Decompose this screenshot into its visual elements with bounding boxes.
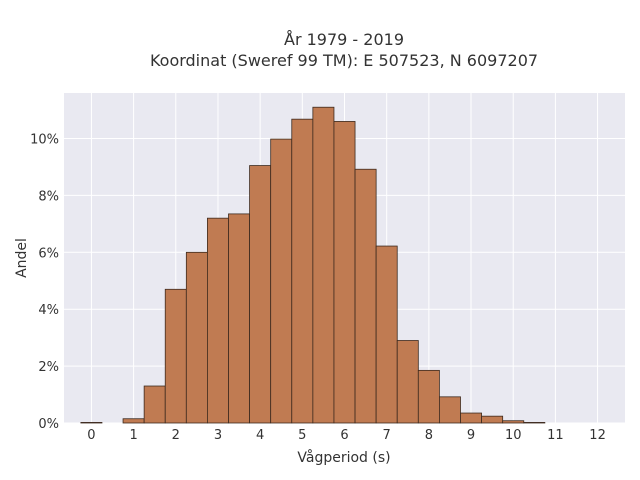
histogram-bar — [207, 217, 229, 424]
histogram-bar — [291, 118, 314, 424]
x-tick-label: 4 — [256, 428, 264, 443]
y-tick-label: 6% — [38, 246, 59, 261]
x-tick-label: 5 — [298, 428, 306, 443]
x-tick-label: 10 — [505, 428, 522, 443]
x-tick-label: 1 — [129, 428, 137, 443]
x-tick-label: 2 — [172, 428, 180, 443]
x-tick-label: 7 — [383, 428, 391, 443]
chart-title-line2: Koordinat (Sweref 99 TM): E 507523, N 60… — [150, 51, 538, 70]
histogram-bar — [439, 396, 461, 424]
histogram-bar — [312, 106, 335, 424]
x-axis-ticks: 0 1 2 3 4 5 6 7 8 9 10 11 12 — [87, 428, 606, 443]
y-axis-label: Andel — [14, 238, 30, 278]
x-tick-label: 6 — [340, 428, 348, 443]
histogram-bar — [417, 369, 440, 424]
histogram-bar — [396, 340, 419, 424]
histogram-bar — [164, 288, 187, 424]
histogram-bar — [481, 415, 504, 424]
histogram-bar — [333, 121, 356, 424]
histogram-bar — [228, 213, 250, 424]
y-axis-ticks: 0% 2% 4% 6% 8% 10% — [30, 133, 59, 432]
histogram-bar — [502, 420, 525, 424]
chart-title-line1: År 1979 - 2019 — [284, 30, 404, 49]
histogram-bar — [249, 165, 272, 424]
y-tick-label: 8% — [38, 189, 59, 204]
histogram-bar — [80, 422, 103, 424]
y-tick-label: 2% — [38, 360, 59, 375]
y-tick-label: 4% — [38, 303, 59, 318]
histogram-bar — [375, 245, 398, 424]
x-tick-label: 11 — [547, 428, 564, 443]
histogram-bar — [523, 422, 546, 424]
x-tick-label: 8 — [425, 428, 433, 443]
histogram-bar — [122, 418, 145, 424]
y-tick-label: 0% — [38, 417, 59, 432]
x-axis-label: Vågperiod (s) — [297, 449, 390, 466]
histogram-bar — [270, 138, 293, 424]
bars — [80, 106, 546, 424]
histogram-bar — [185, 251, 208, 424]
y-tick-label: 10% — [30, 133, 59, 148]
x-tick-label: 0 — [87, 428, 95, 443]
histogram-bar — [143, 385, 166, 424]
x-tick-label: 12 — [589, 428, 606, 443]
histogram-bar — [460, 412, 482, 424]
x-tick-label: 3 — [214, 428, 222, 443]
histogram-bar — [354, 168, 377, 424]
x-tick-label: 9 — [467, 428, 475, 443]
